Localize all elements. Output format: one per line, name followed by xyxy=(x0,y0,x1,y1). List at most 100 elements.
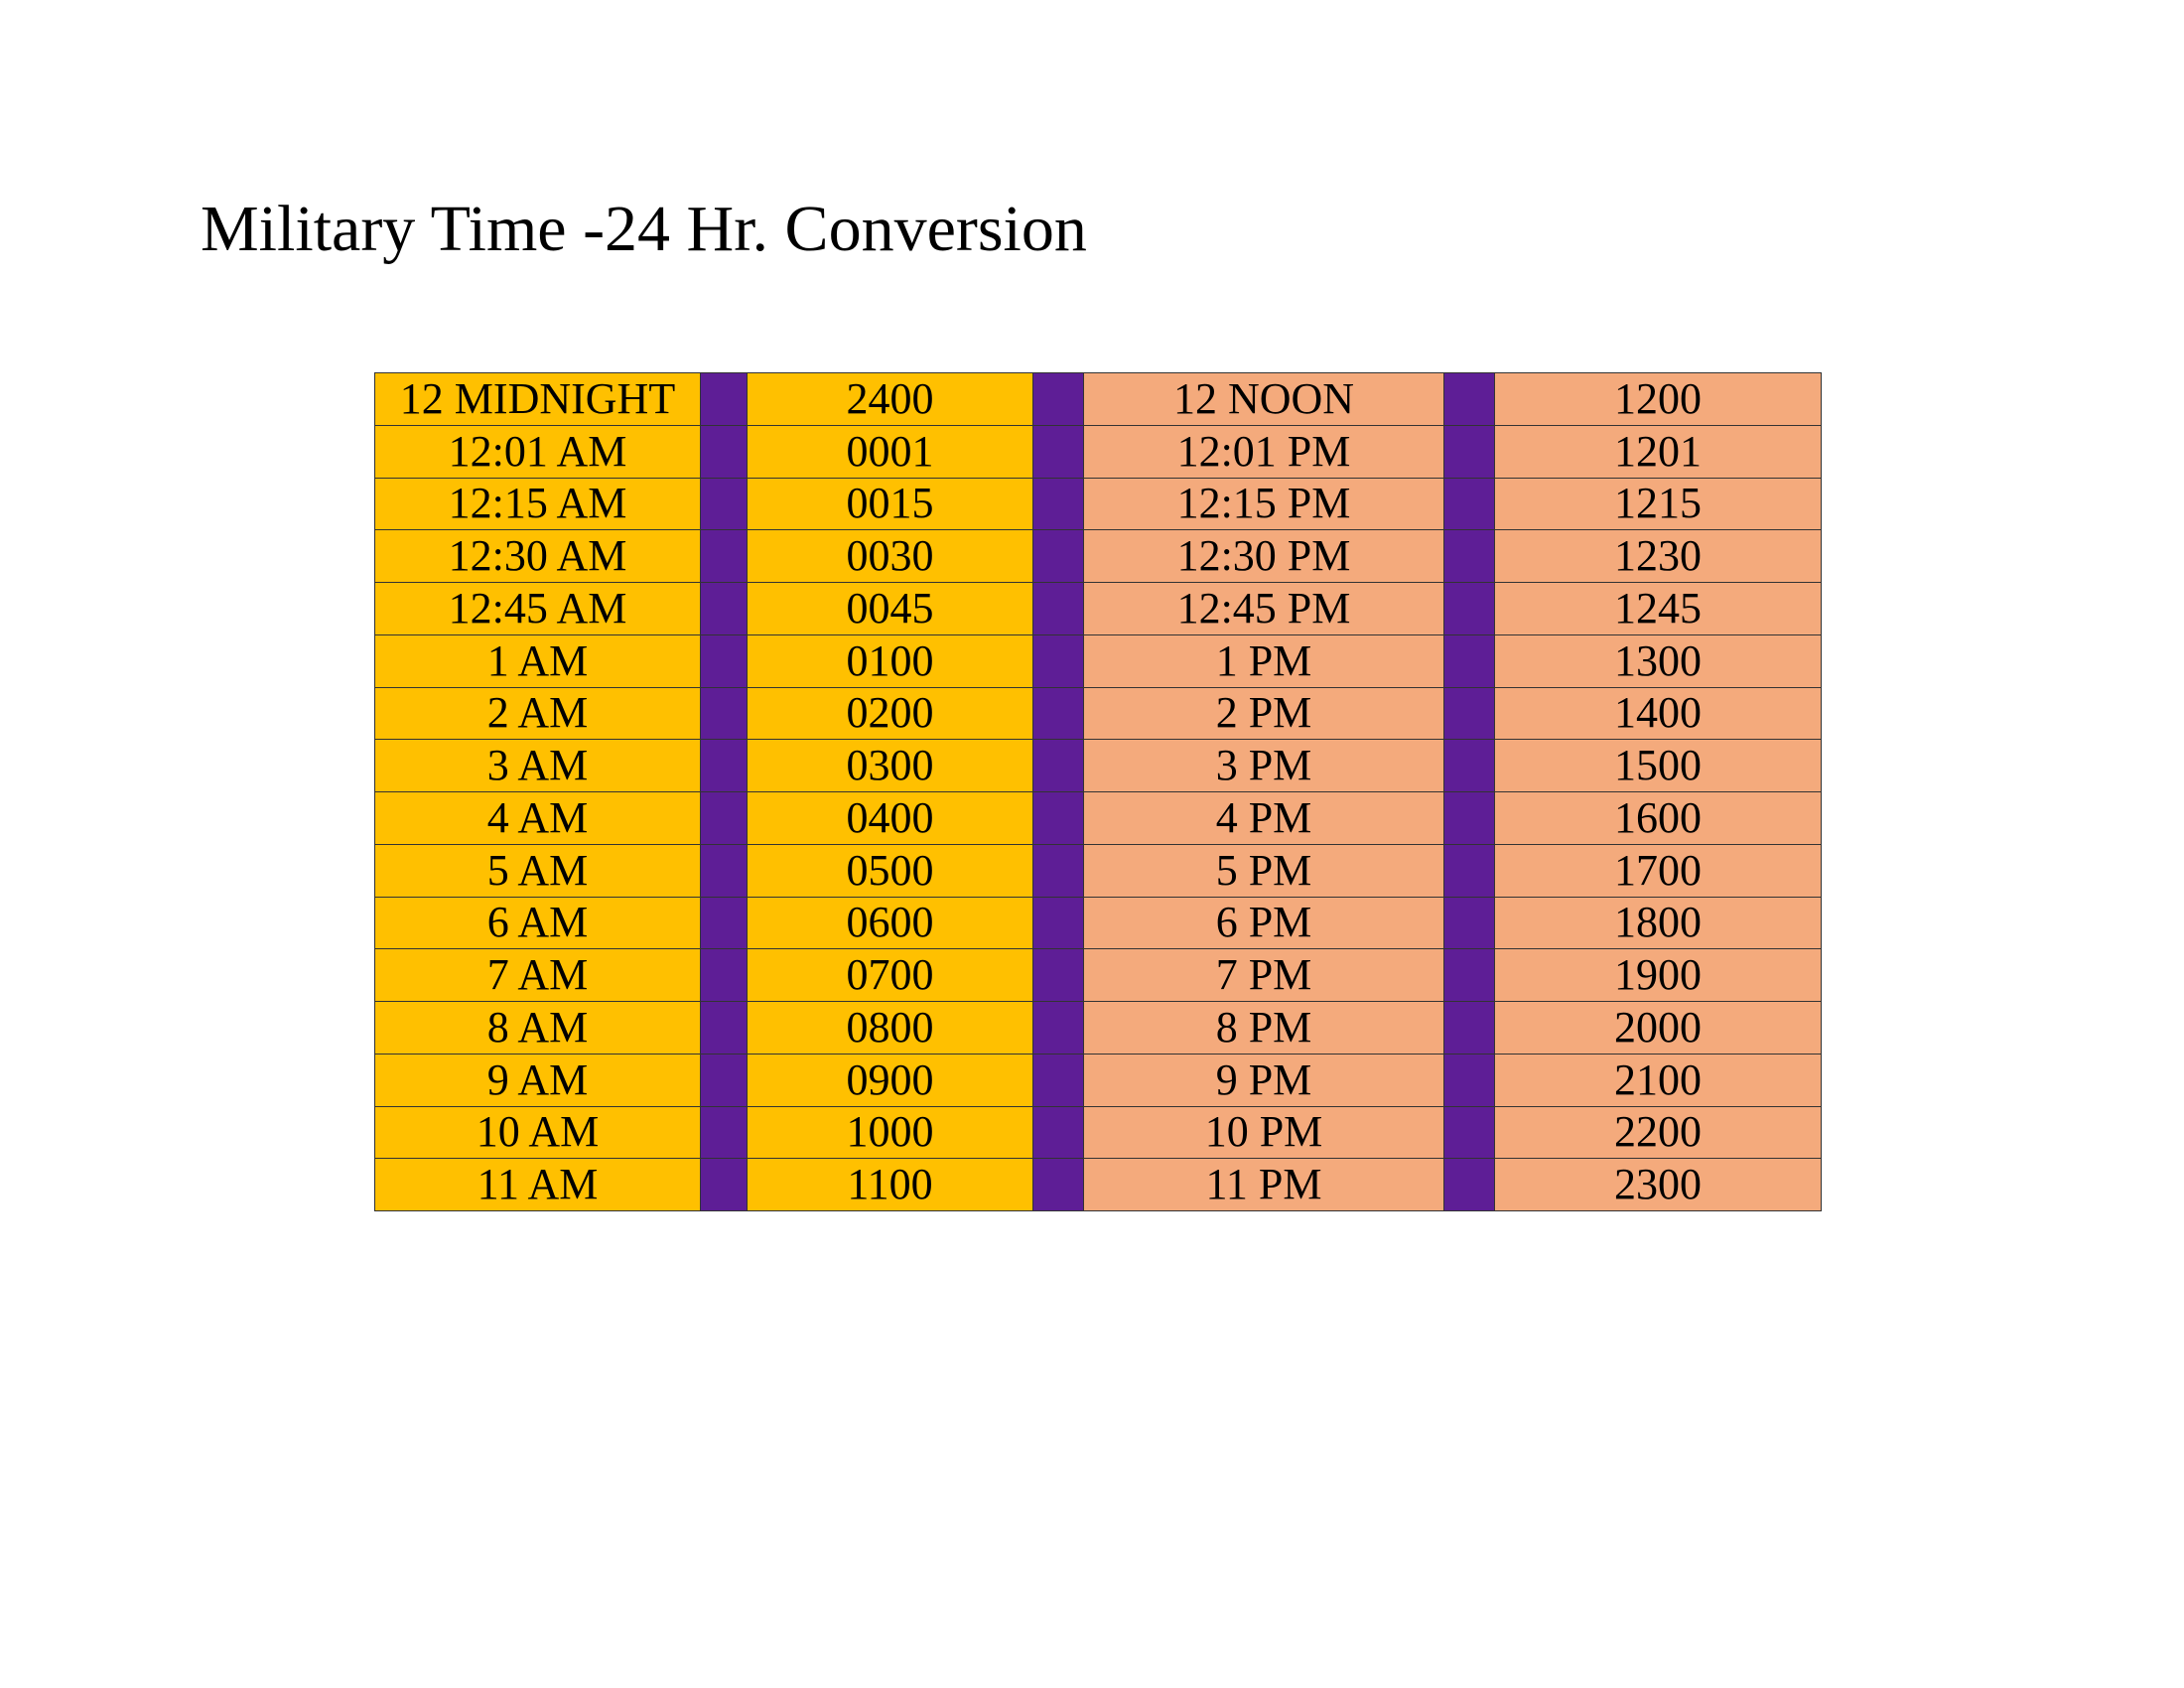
am-military-cell: 0001 xyxy=(747,424,1033,479)
separator-cell xyxy=(1032,686,1084,741)
separator-cell xyxy=(700,739,748,792)
am-time-cell: 12:30 AM xyxy=(374,529,701,583)
am-time-cell: 9 AM xyxy=(374,1053,701,1107)
separator-cell xyxy=(700,372,748,426)
pm-military-cell: 1800 xyxy=(1494,896,1822,950)
separator-cell xyxy=(700,424,748,479)
pm-time-cell: 2 PM xyxy=(1083,686,1444,741)
separator-cell xyxy=(1443,948,1495,1002)
separator-cell xyxy=(1032,529,1084,583)
separator-cell xyxy=(1032,739,1084,792)
separator-cell xyxy=(1443,896,1495,950)
am-time-cell: 3 AM xyxy=(374,739,701,792)
am-time-cell: 12:01 AM xyxy=(374,424,701,479)
separator-cell xyxy=(1443,739,1495,792)
table-row: 12:15 AM 0015 12:15 PM 1215 xyxy=(374,477,1822,531)
table-row: 12:01 AM 0001 12:01 PM 1201 xyxy=(374,424,1822,479)
pm-time-cell: 8 PM xyxy=(1083,1001,1444,1055)
separator-cell xyxy=(1443,477,1495,531)
am-military-cell: 0300 xyxy=(747,739,1033,792)
pm-time-cell: 7 PM xyxy=(1083,948,1444,1002)
am-time-cell: 10 AM xyxy=(374,1105,701,1160)
am-time-cell: 2 AM xyxy=(374,686,701,741)
pm-time-cell: 5 PM xyxy=(1083,843,1444,898)
separator-cell xyxy=(1032,582,1084,635)
pm-military-cell: 2000 xyxy=(1494,1001,1822,1055)
am-military-cell: 0200 xyxy=(747,686,1033,741)
pm-time-cell: 12:30 PM xyxy=(1083,529,1444,583)
table-row: 12:30 AM 0030 12:30 PM 1230 xyxy=(374,529,1822,583)
pm-time-cell: 9 PM xyxy=(1083,1053,1444,1107)
separator-cell xyxy=(700,529,748,583)
pm-military-cell: 1230 xyxy=(1494,529,1822,583)
am-time-cell: 12:15 AM xyxy=(374,477,701,531)
table-row: 9 AM 0900 9 PM 2100 xyxy=(374,1053,1822,1107)
pm-military-cell: 2200 xyxy=(1494,1105,1822,1160)
table-row: 2 AM 0200 2 PM 1400 xyxy=(374,686,1822,741)
separator-cell xyxy=(700,1105,748,1160)
separator-cell xyxy=(700,477,748,531)
am-military-cell: 0045 xyxy=(747,582,1033,635)
table-row: 7 AM 0700 7 PM 1900 xyxy=(374,948,1822,1002)
pm-time-cell: 12:01 PM xyxy=(1083,424,1444,479)
am-military-cell: 1000 xyxy=(747,1105,1033,1160)
separator-cell xyxy=(700,582,748,635)
separator-cell xyxy=(1032,372,1084,426)
separator-cell xyxy=(1443,686,1495,741)
pm-time-cell: 11 PM xyxy=(1083,1158,1444,1211)
pm-time-cell: 12:15 PM xyxy=(1083,477,1444,531)
am-military-cell: 0500 xyxy=(747,843,1033,898)
separator-cell xyxy=(1443,424,1495,479)
pm-time-cell: 10 PM xyxy=(1083,1105,1444,1160)
pm-military-cell: 1500 xyxy=(1494,739,1822,792)
separator-cell xyxy=(1032,791,1084,845)
separator-cell xyxy=(1032,843,1084,898)
table-row: 1 AM 0100 1 PM 1300 xyxy=(374,633,1822,688)
separator-cell xyxy=(1443,1001,1495,1055)
pm-time-cell: 1 PM xyxy=(1083,633,1444,688)
table-row: 12 MIDNIGHT 2400 12 NOON 1200 xyxy=(374,372,1822,426)
separator-cell xyxy=(700,948,748,1002)
separator-cell xyxy=(1032,1105,1084,1160)
am-time-cell: 4 AM xyxy=(374,791,701,845)
am-military-cell: 0015 xyxy=(747,477,1033,531)
am-military-cell: 0030 xyxy=(747,529,1033,583)
separator-cell xyxy=(1443,582,1495,635)
separator-cell xyxy=(700,843,748,898)
separator-cell xyxy=(700,791,748,845)
table-row: 11 AM 1100 11 PM 2300 xyxy=(374,1158,1822,1211)
am-time-cell: 11 AM xyxy=(374,1158,701,1211)
am-military-cell: 0700 xyxy=(747,948,1033,1002)
pm-time-cell: 6 PM xyxy=(1083,896,1444,950)
separator-cell xyxy=(700,686,748,741)
pm-time-cell: 12:45 PM xyxy=(1083,582,1444,635)
pm-military-cell: 1300 xyxy=(1494,633,1822,688)
pm-time-cell: 3 PM xyxy=(1083,739,1444,792)
am-time-cell: 7 AM xyxy=(374,948,701,1002)
am-military-cell: 0800 xyxy=(747,1001,1033,1055)
am-time-cell: 1 AM xyxy=(374,633,701,688)
pm-military-cell: 1201 xyxy=(1494,424,1822,479)
separator-cell xyxy=(1443,1053,1495,1107)
separator-cell xyxy=(700,633,748,688)
separator-cell xyxy=(700,1001,748,1055)
separator-cell xyxy=(1032,948,1084,1002)
pm-military-cell: 2100 xyxy=(1494,1053,1822,1107)
pm-military-cell: 1215 xyxy=(1494,477,1822,531)
pm-military-cell: 1400 xyxy=(1494,686,1822,741)
pm-military-cell: 1900 xyxy=(1494,948,1822,1002)
table-row: 8 AM 0800 8 PM 2000 xyxy=(374,1001,1822,1055)
separator-cell xyxy=(1032,424,1084,479)
separator-cell xyxy=(1032,1158,1084,1211)
am-military-cell: 0600 xyxy=(747,896,1033,950)
separator-cell xyxy=(700,896,748,950)
am-military-cell: 2400 xyxy=(747,372,1033,426)
table-row: 6 AM 0600 6 PM 1800 xyxy=(374,896,1822,950)
pm-time-cell: 4 PM xyxy=(1083,791,1444,845)
am-military-cell: 0100 xyxy=(747,633,1033,688)
pm-military-cell: 1600 xyxy=(1494,791,1822,845)
separator-cell xyxy=(1443,843,1495,898)
am-time-cell: 12:45 AM xyxy=(374,582,701,635)
separator-cell xyxy=(1443,529,1495,583)
am-time-cell: 12 MIDNIGHT xyxy=(374,372,701,426)
